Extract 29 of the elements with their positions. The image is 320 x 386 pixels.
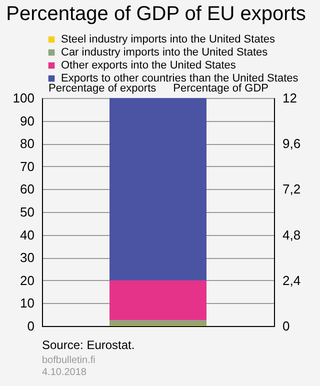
chart-title: Percentage of GDP of EU exports bbox=[6, 3, 306, 25]
y-tick-label: 90 bbox=[20, 113, 34, 128]
y-tick-label: 0 bbox=[27, 318, 34, 334]
bar bbox=[110, 280, 206, 320]
legend-label: Other exports into the United States bbox=[61, 60, 236, 72]
legend-label: Steel industry imports into the United States bbox=[61, 34, 276, 46]
y-tick-label: 30 bbox=[20, 250, 34, 266]
text: bofbulletin.fi bbox=[42, 355, 96, 366]
y-tick-label: 40 bbox=[20, 227, 34, 242]
y-axis-title: Percentage of exports bbox=[48, 82, 157, 94]
y-tick-label: 20 bbox=[20, 272, 34, 288]
y2-tick-label: 9,6 bbox=[282, 136, 301, 152]
bar bbox=[110, 320, 206, 326]
legend-label: Exports to other countries than the United States bbox=[61, 72, 299, 84]
y2-tick-label: 7,2 bbox=[282, 182, 301, 197]
source-note: Source: Eurostat. bbox=[42, 338, 135, 352]
y2-axis-title: Percentage of GDP bbox=[173, 82, 268, 94]
y2-tick-label: 12 bbox=[282, 90, 297, 106]
text: 4.10.2018 bbox=[42, 367, 87, 378]
y2-tick-label: 0 bbox=[282, 318, 290, 334]
y-tick-label: 50 bbox=[20, 204, 34, 220]
y-tick-label: 80 bbox=[20, 136, 34, 152]
y-tick-label: 10 bbox=[20, 296, 34, 311]
y2-tick-label: 4,8 bbox=[282, 227, 301, 242]
y2-tick-label: 2,4 bbox=[282, 272, 301, 288]
y-tick-label: 60 bbox=[20, 182, 34, 197]
y-tick-label: 100 bbox=[12, 90, 34, 106]
y-tick-label: 70 bbox=[20, 158, 34, 174]
legend-label: Car industry imports into the United States bbox=[61, 46, 268, 58]
